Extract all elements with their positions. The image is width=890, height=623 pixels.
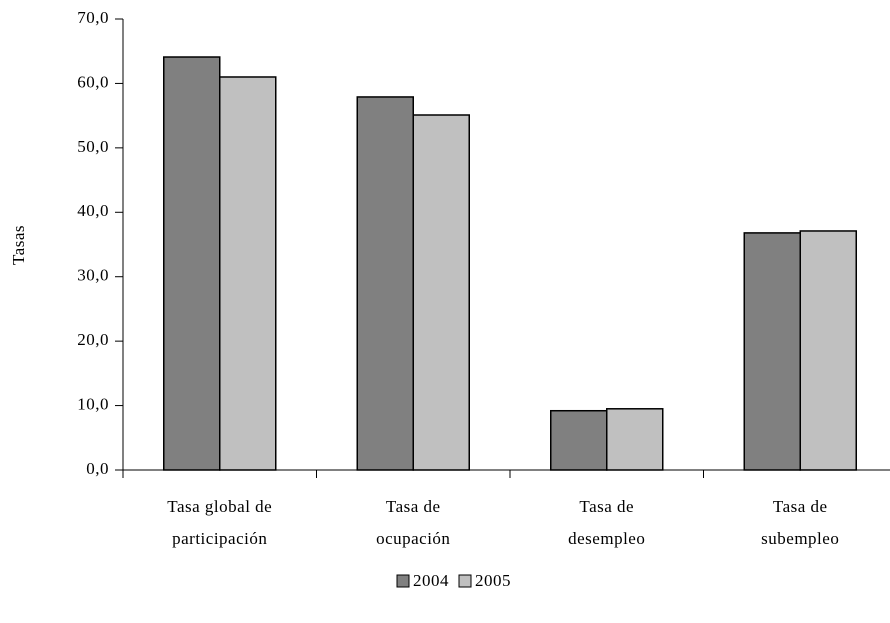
bar [163, 56, 221, 471]
x-tick-label: Tasa de [773, 497, 828, 516]
bar [412, 114, 470, 471]
x-tick-label: Tasa de [579, 497, 634, 516]
x-tick-label: Tasa global de [167, 497, 272, 516]
y-axis-label: Tasas [9, 225, 28, 265]
bar [219, 76, 277, 471]
bar [743, 232, 801, 471]
x-tick-label: Tasa de [386, 497, 441, 516]
legend-swatch [396, 574, 410, 588]
y-tick-label: 10,0 [77, 394, 109, 413]
y-tick-label: 20,0 [77, 330, 109, 349]
bar [356, 96, 414, 471]
legend-swatch [458, 574, 472, 588]
y-tick-label: 40,0 [77, 201, 109, 220]
bar [799, 230, 857, 471]
legend-label: 2005 [475, 571, 511, 590]
x-tick-label: participación [172, 529, 267, 548]
x-tick-label: desempleo [568, 529, 645, 548]
y-tick-label: 50,0 [77, 137, 109, 156]
bar [550, 409, 608, 471]
y-tick-label: 0,0 [86, 459, 109, 478]
y-tick-label: 30,0 [77, 266, 109, 285]
y-tick-label: 60,0 [77, 72, 109, 91]
x-tick-label: ocupación [376, 529, 450, 548]
y-tick-label: 70,0 [77, 8, 109, 27]
legend-label: 2004 [413, 571, 449, 590]
bar [606, 408, 664, 471]
x-tick-label: subempleo [761, 529, 839, 548]
